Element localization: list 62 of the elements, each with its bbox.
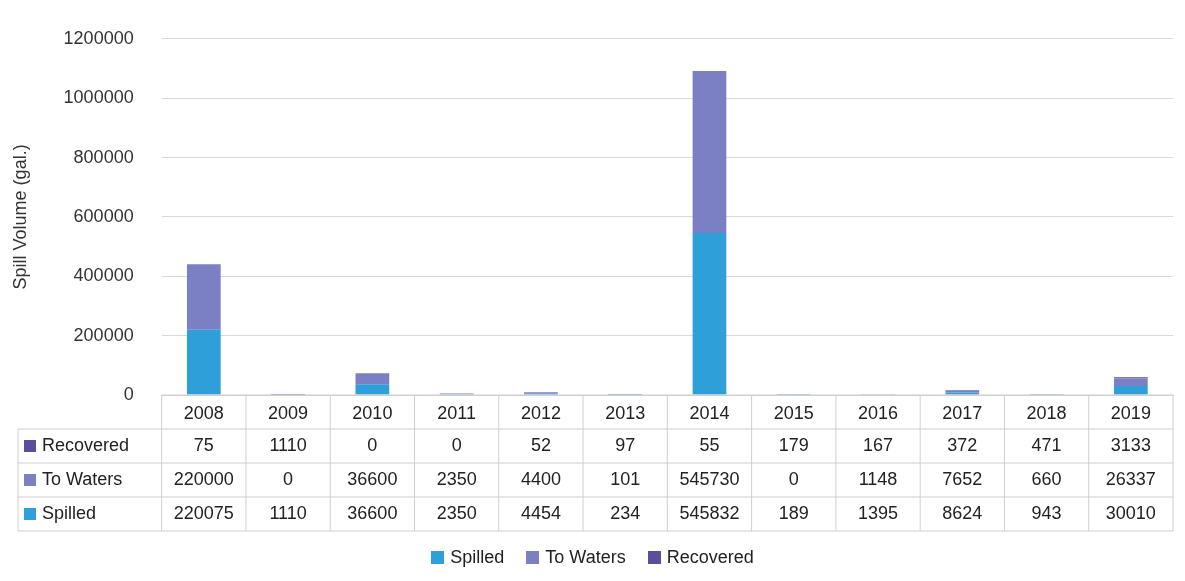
data-label: 2350	[436, 502, 477, 523]
data-label: 234	[610, 502, 641, 523]
data-label: 0	[788, 468, 799, 489]
data-label: 2350	[436, 468, 477, 489]
data-label: 189	[778, 502, 809, 523]
legend-label: Spilled	[42, 502, 97, 523]
text: Recovered	[666, 547, 754, 567]
x-tick-label: 2015	[773, 402, 814, 423]
data-label: 1110	[269, 434, 307, 455]
data-label: 0	[283, 468, 294, 489]
x-tick-label: 2014	[689, 402, 730, 423]
data-label: 55	[699, 434, 720, 455]
data-label: 0	[451, 434, 462, 455]
x-tick-label: 2012	[520, 402, 561, 423]
data-label: 36600	[347, 502, 398, 523]
y-tick-label: 0	[123, 383, 134, 404]
text: To Waters	[545, 547, 626, 567]
y-tick-label: 1000000	[63, 87, 134, 108]
data-label: 4454	[520, 502, 561, 523]
x-tick-label: 2013	[605, 402, 646, 423]
data-label: 1395	[858, 502, 899, 523]
data-label: 167	[863, 434, 894, 455]
y-tick-label: 1200000	[63, 27, 134, 48]
data-label: 75	[193, 434, 214, 455]
data-label: 30010	[1105, 502, 1156, 523]
y-axis-title: Spill Volume (gal.)	[9, 144, 30, 290]
x-tick-label: 2010	[352, 402, 393, 423]
data-label: 36600	[347, 468, 398, 489]
y-tick-label: 400000	[73, 265, 134, 286]
data-label: 1110	[269, 502, 307, 523]
y-tick-label: 800000	[73, 146, 134, 167]
data-label: 0	[367, 434, 378, 455]
data-label: 372	[947, 434, 978, 455]
data-label: 179	[778, 434, 809, 455]
data-label: 7652	[942, 468, 983, 489]
y-tick-label: 600000	[73, 205, 134, 226]
data-label: 52	[530, 434, 551, 455]
x-tick-label: 2019	[1110, 402, 1151, 423]
data-label: 220075	[173, 502, 234, 523]
data-label: 220000	[173, 468, 234, 489]
data-label: 545730	[679, 468, 740, 489]
data-label: 3133	[1110, 434, 1151, 455]
data-label: 545832	[679, 502, 740, 523]
data-label: 1148	[858, 468, 898, 489]
data-label: 471	[1031, 434, 1062, 455]
text: Spilled	[450, 547, 505, 567]
y-tick-label: 200000	[73, 324, 134, 345]
x-tick-label: 2009	[268, 402, 309, 423]
x-tick-label: 2008	[183, 402, 224, 423]
data-label: 8624	[942, 502, 983, 523]
data-label: 97	[615, 434, 636, 455]
data-label: 660	[1031, 468, 1062, 489]
data-label: 4400	[520, 468, 561, 489]
data-label: 943	[1031, 502, 1062, 523]
x-tick-label: 2018	[1026, 402, 1067, 423]
data-label: 101	[610, 468, 641, 489]
legend-label: Recovered	[42, 434, 130, 455]
legend-label: To Waters	[42, 468, 123, 489]
x-tick-label: 2016	[858, 402, 899, 423]
x-tick-label: 2011	[437, 402, 476, 423]
x-tick-label: 2017	[942, 402, 983, 423]
data-label: 26337	[1105, 468, 1156, 489]
